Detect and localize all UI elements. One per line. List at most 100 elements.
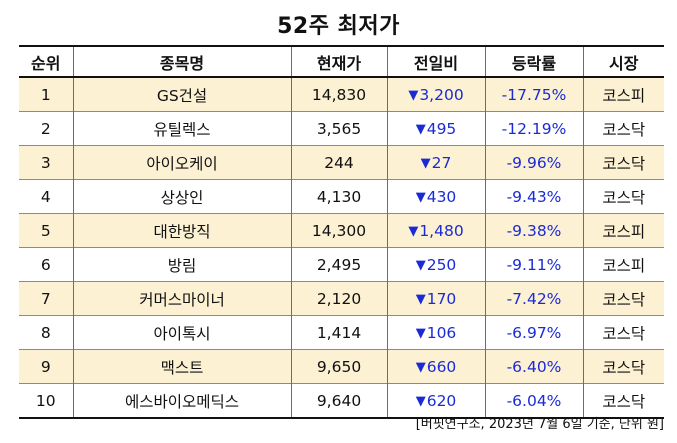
rate-cell: -9.11%: [484, 247, 584, 282]
down-arrow-icon: ▼: [420, 155, 431, 171]
change-value: 620: [426, 391, 457, 410]
price-cell: 9,640: [290, 383, 388, 418]
table-row: 9 맥스트 9,650 ▼660 -6.40% 코스닥: [19, 349, 664, 384]
stock-table: 순위 종목명 현재가 전일비 등락률 시장 1 GS건설 14,830 ▼3,200-…: [19, 45, 664, 419]
name-cell: 아이오케이: [72, 145, 292, 180]
rank-cell: 3: [19, 145, 74, 180]
name-cell: 방림: [72, 247, 292, 282]
name-cell: 아이톡시: [72, 315, 292, 350]
change-cell: ▼1,480: [386, 213, 486, 248]
rate-cell: -17.75%: [484, 77, 584, 112]
change-cell: ▼430: [386, 179, 486, 214]
market-cell: 코스피: [582, 213, 664, 248]
table-header-row: 순위 종목명 현재가 전일비 등락률 시장: [19, 46, 664, 77]
name-cell: 대한방직: [72, 213, 292, 248]
change-cell: ▼660: [386, 349, 486, 384]
market-cell: 코스피: [582, 77, 664, 112]
down-arrow-icon: ▼: [415, 189, 426, 205]
table-row: 10 에스바이오메딕스 9,640 ▼620 -6.04% 코스닥: [19, 383, 664, 418]
name-cell: 유틸렉스: [72, 111, 292, 146]
rank-cell: 6: [19, 247, 74, 282]
change-cell: ▼106: [386, 315, 486, 350]
change-value: 3,200: [419, 85, 464, 104]
table-row: 2 유틸렉스 3,565 ▼495 -12.19% 코스닥: [19, 111, 664, 146]
change-cell: ▼170: [386, 281, 486, 316]
rate-cell: -12.19%: [484, 111, 584, 146]
name-cell: 커머스마이너: [72, 281, 292, 316]
name-cell: 맥스트: [72, 349, 292, 384]
market-cell: 코스닥: [582, 349, 664, 384]
down-arrow-icon: ▼: [408, 87, 419, 103]
price-cell: 244: [290, 145, 388, 180]
price-cell: 4,130: [290, 179, 388, 214]
change-cell: ▼27: [386, 145, 486, 180]
change-value: 430: [426, 187, 457, 206]
market-cell: 코스닥: [582, 179, 664, 214]
price-cell: 3,565: [290, 111, 388, 146]
rate-cell: -6.97%: [484, 315, 584, 350]
change-value: 27: [431, 153, 452, 172]
rank-cell: 2: [19, 111, 74, 146]
change-value: 660: [426, 357, 457, 376]
change-value: 495: [426, 119, 457, 138]
table-body: 1 GS건설 14,830 ▼3,200 -17.75% 코스피 2 유틸렉스 3,565 ▼49…: [19, 77, 664, 418]
column-header-name: 종목명: [72, 46, 292, 77]
table-row: 7 커머스마이너 2,120 ▼170 -7.42% 코스닥: [19, 281, 664, 316]
column-header-rank: 순위: [19, 46, 74, 77]
price-cell: 2,495: [290, 247, 388, 282]
change-cell: ▼250: [386, 247, 486, 282]
column-header-market: 시장: [582, 46, 664, 77]
table-row: 5 대한방직 14,300 ▼1,480 -9.38% 코스피: [19, 213, 664, 248]
column-header-price: 현재가: [290, 46, 388, 77]
down-arrow-icon: ▼: [408, 223, 419, 239]
market-cell: 코스닥: [582, 315, 664, 350]
change-value: 1,480: [419, 221, 464, 240]
name-cell: GS건설: [72, 77, 292, 112]
change-value: 170: [426, 289, 457, 308]
rate-cell: -9.38%: [484, 213, 584, 248]
rank-cell: 9: [19, 349, 74, 384]
rank-cell: 7: [19, 281, 74, 316]
down-arrow-icon: ▼: [415, 359, 426, 375]
down-arrow-icon: ▼: [415, 325, 426, 341]
market-cell: 코스피: [582, 247, 664, 282]
market-cell: 코스닥: [582, 281, 664, 316]
column-header-rate: 등락률: [484, 46, 584, 77]
price-cell: 14,300: [290, 213, 388, 248]
rate-cell: -6.40%: [484, 349, 584, 384]
rate-cell: -9.96%: [484, 145, 584, 180]
rank-cell: 8: [19, 315, 74, 350]
market-cell: 코스닥: [582, 145, 664, 180]
price-cell: 9,650: [290, 349, 388, 384]
table-row: 1 GS건설 14,830 ▼3,200 -17.75% 코스피: [19, 77, 664, 112]
price-cell: 2,120: [290, 281, 388, 316]
down-arrow-icon: ▼: [415, 291, 426, 307]
change-cell: ▼620: [386, 383, 486, 418]
down-arrow-icon: ▼: [415, 393, 426, 409]
down-arrow-icon: ▼: [415, 121, 426, 137]
change-cell: ▼3,200: [386, 77, 486, 112]
rate-cell: -9.43%: [484, 179, 584, 214]
page-title: 52주 최저가: [277, 14, 400, 39]
down-arrow-icon: ▼: [415, 257, 426, 273]
rank-cell: 4: [19, 179, 74, 214]
market-cell: 코스닥: [582, 383, 664, 418]
name-cell: 에스바이오메딕스: [72, 383, 292, 418]
table-row: 6 방림 2,495 ▼250 -9.11% 코스피: [19, 247, 664, 282]
change-cell: ▼495: [386, 111, 486, 146]
source-note: [버핏연구소, 2023년 7월 6일 기준, 단위 원]: [415, 417, 664, 432]
name-cell: 상상인: [72, 179, 292, 214]
price-cell: 1,414: [290, 315, 388, 350]
table-row: 8 아이톡시 1,414 ▼106 -6.97% 코스닥: [19, 315, 664, 350]
change-value: 250: [426, 255, 457, 274]
market-cell: 코스닥: [582, 111, 664, 146]
rate-cell: -7.42%: [484, 281, 584, 316]
column-header-change: 전일비: [386, 46, 486, 77]
change-value: 106: [426, 323, 457, 342]
table-row: 3 아이오케이 244 ▼27 -9.96% 코스닥: [19, 145, 664, 180]
rank-cell: 5: [19, 213, 74, 248]
rank-cell: 10: [19, 383, 74, 418]
price-cell: 14,830: [290, 77, 388, 112]
table-row: 4 상상인 4,130 ▼430 -9.43% 코스닥: [19, 179, 664, 214]
rank-cell: 1: [19, 77, 74, 112]
